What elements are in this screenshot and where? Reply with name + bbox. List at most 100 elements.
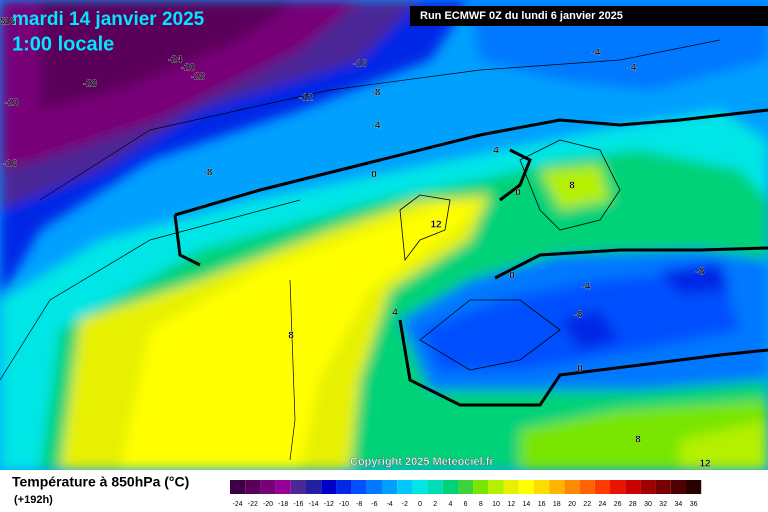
legend-tick-label: 8 [479, 501, 483, 508]
contour-label: -4 [372, 121, 381, 132]
legend-tick-label: -8 [356, 501, 362, 508]
contour-label: -20 [181, 63, 196, 74]
legend-swatch [260, 480, 276, 494]
contour-label: 4 [493, 146, 499, 157]
legend-tick-label: -14 [309, 501, 319, 508]
legend-tick-label: 22 [583, 501, 591, 508]
legend-swatch [594, 480, 610, 494]
contour-label: 0 [371, 170, 377, 181]
legend-swatch [503, 480, 519, 494]
legend-swatch [549, 480, 565, 494]
contour-label: 8 [288, 331, 294, 342]
legend-swatch [518, 480, 534, 494]
legend-swatch [442, 480, 458, 494]
contour-label: 8 [569, 181, 575, 192]
contour-label: 0 [577, 364, 583, 375]
legend-swatch [610, 480, 626, 494]
legend-tick-label: 14 [523, 501, 531, 508]
contour-label: -20 [5, 98, 20, 109]
legend-tick-label: 12 [507, 501, 515, 508]
run-info: Run ECMWF 0Z du lundi 6 janvier 2025 [420, 10, 623, 22]
legend-tick-label: 34 [675, 501, 683, 508]
date-title: mardi 14 janvier 2025 [12, 9, 205, 30]
legend-swatch [625, 480, 641, 494]
contour-label: -28 [83, 79, 98, 90]
legend-swatch [640, 480, 656, 494]
legend-swatch [427, 480, 443, 494]
legend-tick-label: -20 [263, 501, 273, 508]
contour-label: -8 [574, 310, 583, 321]
contour-label: -4 [582, 282, 591, 293]
legend-tick-label: -10 [339, 501, 349, 508]
legend-tick-label: 28 [629, 501, 637, 508]
legend-swatch [290, 480, 306, 494]
contour-label: -16 [1, 17, 16, 28]
legend-tick-label: -4 [386, 501, 392, 508]
contour-label: 4 [392, 308, 398, 319]
legend-swatch [306, 480, 322, 494]
legend-tick-label: 36 [690, 501, 698, 508]
legend-swatch [686, 480, 702, 494]
contour-label: -16 [353, 59, 368, 70]
legend-swatch [564, 480, 580, 494]
legend-tick-label: -18 [278, 501, 288, 508]
legend-lead: (+192h) [14, 494, 53, 506]
legend-title: Température à 850hPa (°C) [12, 474, 189, 490]
contour-label: -4 [592, 48, 601, 59]
legend-tick-label: 18 [553, 501, 561, 508]
legend-tick-label: -24 [233, 501, 243, 508]
legend-tick-label: 26 [614, 501, 622, 508]
contour-label: -8 [204, 168, 213, 179]
legend-swatch [245, 480, 261, 494]
legend-swatch [230, 480, 246, 494]
legend-tick-label: 2 [433, 501, 437, 508]
contour-label: 28 [0, 17, 6, 28]
legend-tick-label: -12 [324, 501, 334, 508]
legend-tick-label: 32 [659, 501, 667, 508]
legend-tick-label: 20 [568, 501, 576, 508]
contour-label: 0 [515, 188, 521, 199]
legend-swatch [366, 480, 382, 494]
legend-swatch [336, 480, 352, 494]
contour-label: 8 [635, 435, 641, 446]
legend-swatch [579, 480, 595, 494]
time-title: 1:00 locale [12, 33, 114, 55]
legend-tick-label: 24 [599, 501, 607, 508]
run-banner [410, 6, 768, 26]
legend-swatch [351, 480, 367, 494]
contour-label: 12 [430, 220, 442, 231]
contour-label: -4 [628, 63, 637, 74]
legend-swatch [412, 480, 428, 494]
contour-label: -8 [696, 267, 705, 278]
legend-swatch [655, 480, 671, 494]
legend-swatch [382, 480, 398, 494]
contour-label: -8 [372, 88, 381, 99]
legend-tick-label: 6 [464, 501, 468, 508]
contour-label: 0 [509, 271, 515, 282]
legend-swatch [397, 480, 413, 494]
contour-label: 12 [699, 459, 711, 470]
legend-tick-label: -6 [371, 501, 377, 508]
temperature-field [0, 0, 768, 470]
legend-tick-label: 30 [644, 501, 652, 508]
legend-tick-label: 10 [492, 501, 500, 508]
legend-tick-label: 4 [448, 501, 452, 508]
contour-label: -12 [299, 93, 314, 104]
legend-swatch [458, 480, 474, 494]
contour-label: -24 [168, 55, 183, 66]
copyright: Copyright 2025 Meteociel.fr [350, 456, 494, 468]
legend-swatch [321, 480, 337, 494]
legend-swatch [670, 480, 686, 494]
legend-tick-label: 0 [418, 501, 422, 508]
legend-swatch [473, 480, 489, 494]
contour-label: -28 [191, 72, 206, 83]
contour-label: -16 [3, 159, 18, 170]
legend-swatch [488, 480, 504, 494]
legend-tick-label: -2 [402, 501, 408, 508]
legend-swatch [534, 480, 550, 494]
legend-swatch [275, 480, 291, 494]
legend-tick-label: -16 [293, 501, 303, 508]
legend-tick-label: -22 [248, 501, 258, 508]
